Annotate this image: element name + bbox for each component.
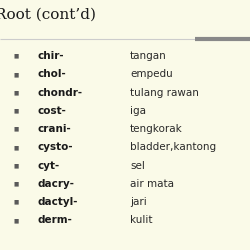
Text: cysto-: cysto-: [38, 142, 73, 152]
Text: derm-: derm-: [38, 216, 72, 226]
Text: ■: ■: [14, 127, 19, 132]
Text: cyt-: cyt-: [38, 161, 60, 171]
Text: cost-: cost-: [38, 106, 66, 116]
Text: air mata: air mata: [130, 179, 174, 189]
Text: crani-: crani-: [38, 124, 71, 134]
Text: ■: ■: [14, 72, 19, 77]
Text: tangan: tangan: [130, 51, 167, 61]
Text: ■: ■: [14, 108, 19, 114]
Text: ■: ■: [14, 54, 19, 59]
Text: dactyl-: dactyl-: [38, 197, 78, 207]
Text: sel: sel: [130, 161, 145, 171]
Text: ■: ■: [14, 218, 19, 223]
Text: Root (cont’d): Root (cont’d): [0, 8, 96, 22]
Text: kulit: kulit: [130, 216, 152, 226]
Text: ■: ■: [14, 182, 19, 186]
Text: ■: ■: [14, 200, 19, 205]
Text: empedu: empedu: [130, 70, 173, 80]
Text: chondr-: chondr-: [38, 88, 82, 98]
Text: ■: ■: [14, 145, 19, 150]
Text: dacry-: dacry-: [38, 179, 74, 189]
Text: chir-: chir-: [38, 51, 64, 61]
Text: bladder,kantong: bladder,kantong: [130, 142, 216, 152]
Text: tengkorak: tengkorak: [130, 124, 183, 134]
Text: ■: ■: [14, 163, 19, 168]
Text: tulang rawan: tulang rawan: [130, 88, 199, 98]
Text: ■: ■: [14, 90, 19, 95]
Text: jari: jari: [130, 197, 147, 207]
Text: iga: iga: [130, 106, 146, 116]
Text: chol-: chol-: [38, 70, 66, 80]
